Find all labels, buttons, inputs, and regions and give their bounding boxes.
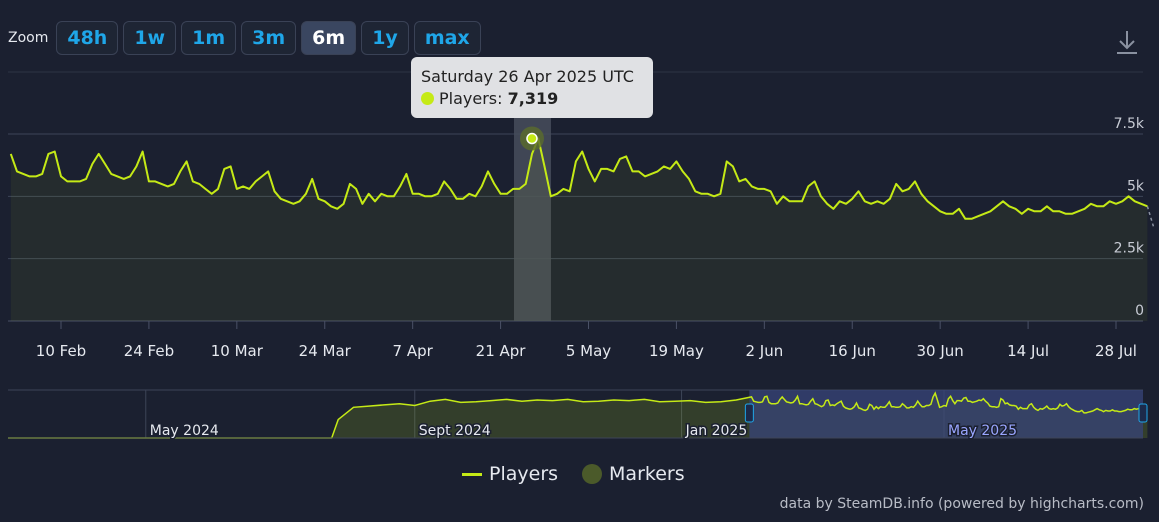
incomplete-segment [1146, 206, 1155, 227]
navigator-selection[interactable] [749, 390, 1143, 438]
x-axis: 10 Feb 24 Feb 10 Mar 24 Mar 7 Apr 21 Apr 5 May… [36, 321, 1137, 360]
line-icon [462, 472, 482, 476]
legend: Players Markers [462, 463, 709, 485]
circle-icon [582, 464, 603, 484]
navigator[interactable]: May 2024 Sept 2024 Jan 2025 May 2025 [8, 389, 1148, 441]
zoom-label: Zoom [8, 30, 49, 46]
legend-item-players[interactable]: Players [462, 463, 558, 485]
zoom-1w-button[interactable]: 1w [123, 21, 177, 55]
navigator-label: May 2025 [948, 423, 1017, 439]
zoom-max-button[interactable]: max [413, 21, 481, 55]
y-axis: 0 2.5k 5k 7.5k [1114, 116, 1145, 319]
x-tick-label: 5 May [566, 342, 611, 360]
x-tick-label: 2 Jun [745, 342, 783, 360]
y-tick-label: 2.5k [1114, 241, 1145, 257]
x-tick-label: 14 Jul [1007, 342, 1049, 360]
x-tick-label: 30 Jun [917, 342, 964, 360]
legend-label-players: Players [489, 463, 559, 485]
x-tick-label: 10 Mar [211, 342, 264, 360]
credits[interactable]: data by SteamDB.info (powered by highcha… [779, 496, 1144, 512]
x-tick-label: 21 Apr [476, 342, 527, 360]
zoom-48h-button[interactable]: 48h [56, 21, 119, 55]
legend-label-markers: Markers [609, 463, 685, 485]
highlight-point[interactable] [526, 132, 538, 145]
tooltip-value-row: Players: 7,319 [421, 88, 643, 110]
tooltip-value: 7,319 [507, 89, 559, 108]
x-tick-label: 19 May [649, 342, 704, 360]
players-series-line [9, 137, 1148, 220]
x-tick-label: 16 Jun [829, 342, 876, 360]
x-tick-label: 28 Jul [1095, 342, 1137, 360]
y-tick-label: 0 [1135, 303, 1144, 319]
navigator-series-line [8, 391, 1148, 439]
zoom-3m-button[interactable]: 3m [241, 21, 297, 55]
x-tick-label: 7 Apr [393, 342, 434, 360]
navigator-label: Sept 2024 [419, 423, 491, 439]
y-tick-label: 5k [1127, 178, 1145, 194]
players-area [10, 138, 1148, 321]
download-icon[interactable] [1113, 28, 1141, 56]
zoom-1y-button[interactable]: 1y [361, 21, 409, 55]
x-tick-label: 24 Feb [124, 342, 174, 360]
navigator-label: Jan 2025 [685, 423, 748, 439]
x-tick-label: 24 Mar [299, 342, 352, 360]
navigator-handle-right[interactable] [1138, 403, 1148, 423]
zoom-1m-button[interactable]: 1m [181, 21, 237, 55]
navigator-handle-left[interactable] [744, 403, 754, 423]
y-tick-label: 7.5k [1114, 116, 1145, 132]
navigator-label: May 2024 [150, 423, 219, 439]
x-tick-label: 10 Feb [36, 342, 86, 360]
zoom-6m-button[interactable]: 6m [301, 21, 357, 55]
series-dot-icon [421, 92, 434, 105]
tooltip: Saturday 26 Apr 2025 UTC Players: 7,319 [411, 57, 653, 118]
zoom-bar: Zoom 48h 1w 1m 3m 6m 1y max [8, 20, 486, 56]
tooltip-series-label: Players: [439, 89, 503, 108]
legend-item-markers[interactable]: Markers [582, 463, 685, 485]
tooltip-date: Saturday 26 Apr 2025 UTC [421, 67, 634, 86]
